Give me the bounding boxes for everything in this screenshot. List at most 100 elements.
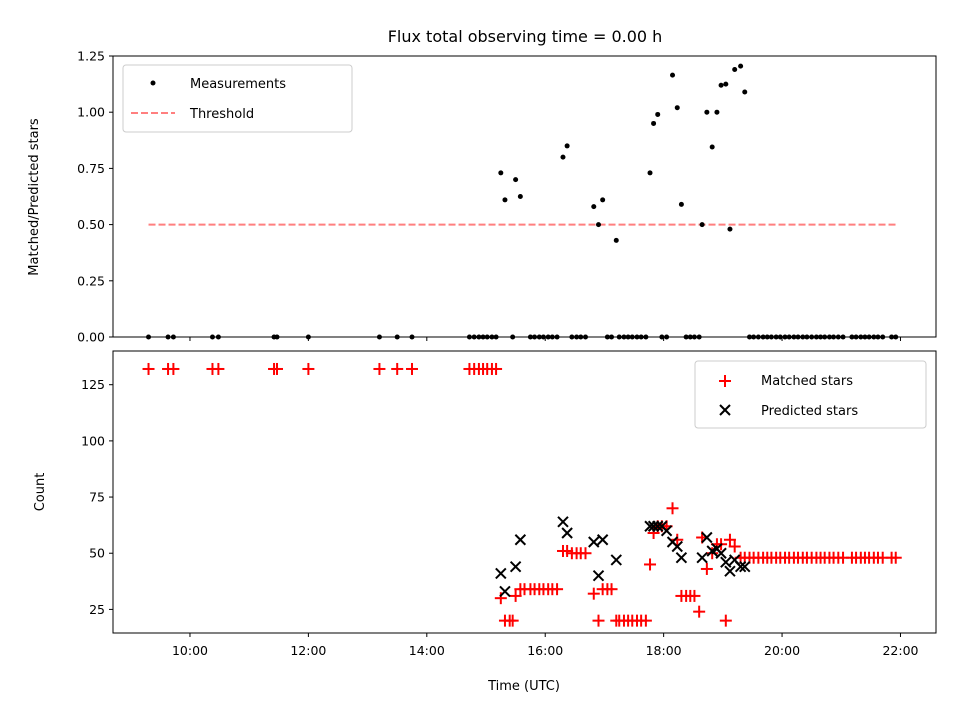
bottom-legend: Matched stars Predicted stars [694, 360, 927, 429]
measurement-point [732, 66, 738, 72]
predicted-star-point [592, 569, 605, 582]
measurement-point [651, 120, 657, 126]
legend-matched-stars-marker [719, 375, 731, 387]
legend-predicted-stars-label: Predicted stars [761, 404, 858, 419]
matched-star-point [700, 562, 713, 575]
top-y-tick-label: 0.50 [77, 217, 105, 232]
matched-star-point [889, 551, 902, 564]
predicted-star-point [557, 516, 569, 528]
matched-star-point [579, 547, 592, 560]
matched-star-point [688, 589, 701, 602]
legend-threshold-label: Threshold [189, 107, 254, 122]
predicted-star-point [720, 556, 732, 568]
top-y-tick-label: 0.75 [77, 161, 105, 176]
top-chart-title: Flux total observing time = 0.00 h [388, 27, 663, 46]
legend-measurements-marker [150, 80, 156, 86]
measurement-point [498, 170, 504, 176]
matched-star-point [719, 614, 732, 627]
measurement-point [718, 82, 724, 88]
measurement-point [709, 144, 715, 150]
predicted-star-point [561, 527, 573, 539]
bottom-y-axis-label: Count [33, 473, 48, 512]
bottom-x-tick-label: 12:00 [290, 643, 326, 658]
measurement-point [723, 81, 729, 87]
predicted-star-point [696, 552, 708, 564]
measurement-point [655, 111, 661, 117]
predicted-star-point [671, 540, 683, 553]
matched-star-point [142, 362, 155, 375]
matched-star-point [671, 533, 684, 546]
measurement-point [674, 105, 680, 111]
bottom-y-tick-label: 25 [89, 602, 105, 617]
predicted-star-point [734, 561, 747, 573]
top-y-tick-label: 1.25 [77, 49, 105, 64]
bottom-x-tick-label: 18:00 [646, 643, 682, 658]
measurement-point [591, 204, 597, 210]
measurement-point [560, 154, 566, 160]
measurement-point [738, 63, 744, 69]
measurement-point [714, 109, 720, 115]
matched-star-point [406, 362, 419, 375]
matched-star-point [551, 583, 564, 596]
bottom-y-tick-label: 100 [81, 433, 105, 448]
legend-measurements-label: Measurements [190, 77, 286, 92]
top-y-axis-label: Matched/Predicted stars [27, 118, 42, 276]
matched-star-point [212, 362, 225, 375]
matched-star-point [167, 362, 180, 375]
matched-star-point [373, 362, 386, 375]
bottom-y-tick-label: 125 [81, 377, 105, 392]
bottom-x-axis-label: Time (UTC) [487, 679, 560, 694]
predicted-star-point [739, 561, 751, 573]
top-legend: Measurements Threshold [122, 64, 353, 133]
predicted-star-point [499, 585, 511, 598]
legend-predicted-stars-marker [719, 404, 731, 416]
measurement-point [699, 222, 705, 228]
bottom-x-tick-label: 10:00 [172, 643, 208, 658]
predicted-star-point [715, 547, 727, 559]
matched-star-point [605, 583, 618, 596]
top-y-tick-label: 1.00 [77, 105, 105, 120]
bottom-y-tick-label: 75 [89, 490, 105, 505]
predicted-star-point [647, 520, 660, 532]
matched-star-point [644, 558, 657, 571]
matched-star-point [490, 362, 503, 375]
predicted-star-point [509, 561, 522, 573]
matched-star-point [271, 362, 284, 375]
measurement-point [670, 72, 676, 78]
predicted-star-point [660, 525, 673, 537]
predicted-star-point [588, 536, 600, 548]
measurement-point [613, 237, 619, 243]
matched-star-point [666, 502, 679, 515]
matched-star-point [693, 605, 706, 618]
matched-star-point [728, 540, 741, 553]
top-y-tick-label: 0.25 [77, 273, 105, 288]
measurement-point [727, 226, 733, 232]
measurement-point [678, 201, 684, 207]
measurement-point [647, 170, 653, 176]
bottom-x-tick-label: 20:00 [764, 643, 800, 658]
predicted-star-point [610, 554, 622, 566]
predicted-star-point [495, 567, 507, 580]
legend-matched-stars-label: Matched stars [761, 374, 853, 389]
bottom-x-tick-label: 22:00 [882, 643, 918, 658]
matched-star-point [506, 614, 519, 627]
top-y-tick-label: 0.00 [77, 330, 105, 345]
predicted-star-point [701, 531, 713, 544]
measurement-point [564, 143, 570, 149]
matched-star-point [587, 587, 600, 600]
bottom-y-tick-label: 50 [89, 546, 105, 561]
predicted-star-point [652, 520, 664, 532]
bottom-x-tick-label: 14:00 [409, 643, 445, 658]
matched-star-point [723, 533, 736, 546]
bottom-x-tick-label: 16:00 [527, 643, 563, 658]
matched-star-point [639, 614, 652, 627]
predicted-star-point [675, 552, 688, 564]
measurement-point [517, 194, 523, 199]
matched-star-point [302, 362, 315, 375]
measurement-point [513, 177, 519, 183]
measurement-point [742, 89, 748, 95]
predicted-star-point [596, 534, 609, 546]
measurement-point [596, 222, 602, 228]
predicted-star-point [514, 534, 527, 546]
